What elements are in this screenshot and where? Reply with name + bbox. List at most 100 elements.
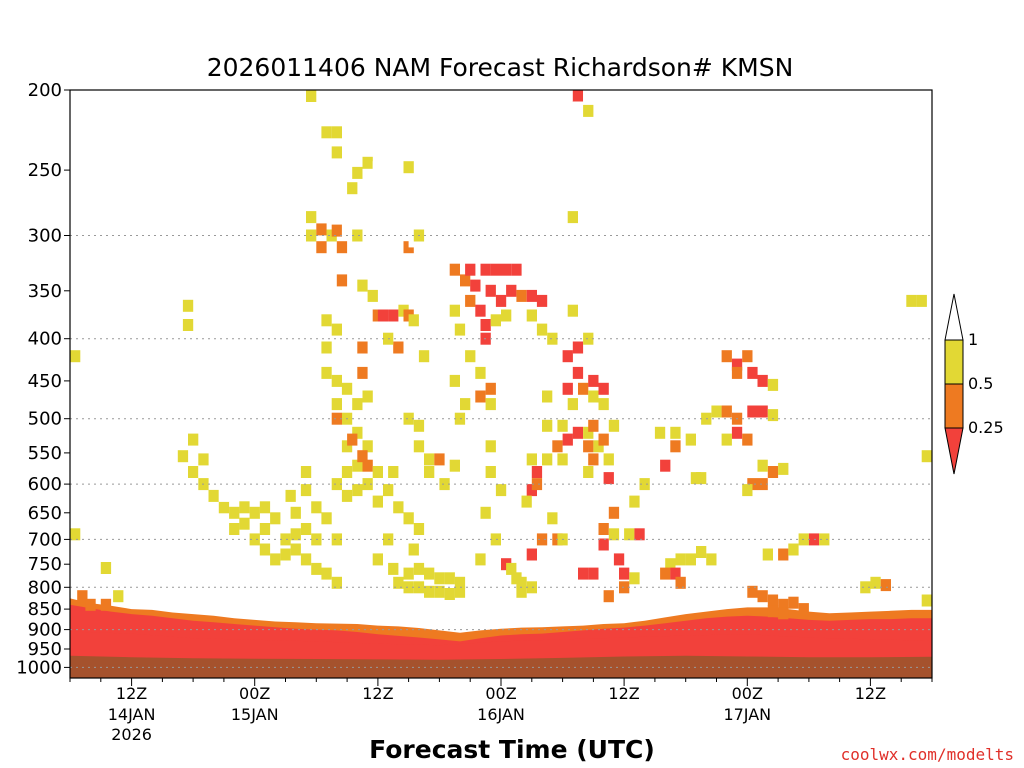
cell-145 (449, 263, 460, 276)
cell-204 (572, 101, 584, 114)
cell-78 (341, 440, 353, 453)
cell-251 (685, 433, 696, 446)
cell-297 (767, 605, 779, 618)
cell-84 (331, 412, 342, 425)
cell-256 (665, 558, 676, 571)
y-tick-label-450: 450 (28, 371, 62, 392)
cell-304 (921, 450, 932, 463)
cell-244 (578, 567, 589, 580)
cell-295 (788, 596, 799, 609)
y-tick-label-850: 850 (28, 599, 62, 620)
cell-10 (188, 433, 199, 446)
cell-126 (372, 553, 383, 566)
x-axis-label: Forecast Time (UTC) (369, 735, 655, 764)
y-tick-label-250: 250 (28, 160, 62, 181)
cell-221 (572, 426, 584, 439)
cell-layer (70, 90, 932, 620)
cell-267 (731, 366, 743, 379)
cell-184 (536, 323, 548, 336)
cell-115 (413, 440, 425, 453)
cell-58 (341, 198, 353, 211)
y-tick-label-550: 550 (28, 443, 62, 464)
cell-299 (860, 581, 871, 594)
cell-294 (778, 598, 789, 611)
cell-234 (608, 528, 620, 541)
cell-303 (916, 294, 927, 307)
cell-12 (198, 453, 209, 466)
cell-45 (331, 576, 342, 589)
cell-39 (311, 501, 322, 514)
y-tick-label-950: 950 (28, 639, 62, 660)
cell-169 (485, 382, 496, 395)
cell-292 (757, 590, 768, 603)
cell-170 (485, 398, 496, 411)
cell-182 (526, 581, 537, 594)
cell-161 (480, 319, 491, 331)
cell-243 (619, 581, 630, 594)
cell-210 (572, 366, 584, 379)
cell-275 (767, 409, 779, 422)
cell-26 (259, 523, 271, 535)
cell-270 (767, 378, 779, 391)
cell-63 (362, 156, 373, 169)
cell-135 (403, 581, 414, 594)
cell-106 (393, 341, 404, 354)
plot-background (70, 90, 932, 678)
x-tick-label-84: 12Z (855, 684, 886, 703)
cell-290 (819, 533, 830, 546)
cell-245 (588, 567, 599, 580)
cell-86 (357, 450, 368, 463)
colorbar-swatch-yellow (944, 339, 964, 385)
cell-248 (660, 459, 671, 472)
cell-129 (413, 562, 425, 575)
cell-237 (629, 495, 640, 508)
cell-156 (495, 294, 507, 307)
cell-213 (578, 382, 589, 395)
x-tick-label-24: 00Z (239, 684, 270, 703)
cell-164 (501, 309, 512, 322)
y-tick-label-500: 500 (28, 409, 62, 430)
cell-55 (326, 229, 337, 242)
cell-258 (685, 553, 696, 566)
cell-46 (300, 466, 312, 478)
cell-269 (757, 374, 768, 387)
cell-137 (424, 585, 435, 598)
cell-150 (475, 304, 486, 317)
cell-31 (280, 548, 291, 561)
cell-68 (336, 274, 348, 287)
x-tick-label-48: 00Z (485, 684, 516, 703)
cell-6 (113, 590, 124, 603)
cell-293 (767, 594, 779, 607)
cell-99 (367, 289, 378, 302)
cell-276 (731, 426, 743, 439)
cell-229 (608, 419, 620, 432)
cell-15 (208, 489, 219, 502)
cell-120 (449, 459, 460, 472)
cell-282 (757, 459, 768, 472)
cell-65 (383, 161, 394, 174)
cell-105 (408, 314, 419, 327)
cell-113 (403, 412, 414, 425)
cell-5 (100, 562, 112, 574)
cell-98 (357, 366, 368, 379)
cell-142 (454, 412, 466, 425)
cell-11 (188, 466, 199, 478)
cell-117 (424, 466, 435, 478)
cell-93 (372, 466, 383, 478)
cell-291 (747, 585, 758, 598)
cell-155 (485, 284, 496, 297)
ground-layer (70, 655, 932, 678)
cell-207 (567, 304, 578, 317)
cell-22 (239, 517, 250, 530)
cell-37 (300, 523, 312, 535)
cell-259 (696, 546, 707, 558)
cell-34 (290, 528, 301, 541)
cell-286 (778, 548, 789, 561)
cell-90 (331, 478, 342, 491)
cell-199 (536, 533, 548, 546)
cell-112 (418, 350, 430, 363)
cell-92 (362, 478, 373, 491)
cell-18 (172, 515, 183, 527)
cell-246 (603, 590, 614, 603)
cell-176 (490, 533, 501, 546)
